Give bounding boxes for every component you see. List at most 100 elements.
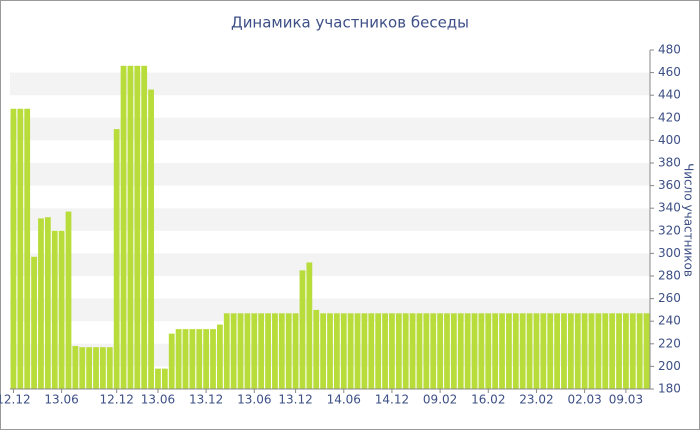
grid-band xyxy=(10,117,650,141)
bar xyxy=(533,313,540,389)
y-tick-label: 240 xyxy=(658,314,681,328)
bar xyxy=(51,230,58,389)
bar xyxy=(643,313,650,389)
bar xyxy=(623,313,629,389)
bar xyxy=(72,346,79,389)
y-tick-label: 460 xyxy=(658,65,681,79)
x-tick-label: 13.06 xyxy=(44,393,78,407)
bar xyxy=(499,313,505,389)
bar xyxy=(526,313,533,389)
bar xyxy=(148,89,154,390)
bar xyxy=(306,262,313,389)
bar xyxy=(471,313,478,389)
bar xyxy=(237,313,244,389)
x-tick-label: 13.06 xyxy=(141,393,175,407)
bar xyxy=(409,313,416,389)
bar xyxy=(574,313,581,389)
y-tick-label: 220 xyxy=(658,336,681,350)
x-tick-label: 23.02 xyxy=(519,393,553,407)
bar xyxy=(86,347,93,389)
bar xyxy=(382,313,388,389)
bar xyxy=(478,313,485,389)
bar xyxy=(375,313,382,389)
bar xyxy=(203,329,210,389)
bar xyxy=(278,313,285,389)
grid-band xyxy=(10,253,650,276)
bar xyxy=(395,313,402,389)
y-tick-label: 400 xyxy=(658,133,681,147)
x-tick-label: 13.12 xyxy=(278,393,312,407)
bar xyxy=(423,313,430,389)
bar xyxy=(402,313,409,389)
bar xyxy=(430,313,437,389)
bar xyxy=(175,329,182,389)
x-tick-label: 16.02 xyxy=(471,393,505,407)
bar xyxy=(251,313,258,389)
y-tick-label: 180 xyxy=(658,382,681,396)
bar xyxy=(320,313,327,389)
bar xyxy=(519,313,526,389)
bar xyxy=(567,313,574,389)
bar xyxy=(588,313,595,389)
x-tick-label: 02.03 xyxy=(567,393,601,407)
bar xyxy=(547,313,554,389)
bar xyxy=(134,65,141,389)
y-tick-label: 360 xyxy=(658,178,681,192)
y-tick-label: 420 xyxy=(658,110,681,124)
y-tick-label: 200 xyxy=(658,359,681,373)
bar xyxy=(636,313,643,389)
x-tick-label: 14.12 xyxy=(375,393,409,407)
bar xyxy=(292,313,299,389)
y-tick-label: 300 xyxy=(658,246,681,260)
bar xyxy=(581,313,588,389)
bar xyxy=(217,324,223,389)
bar xyxy=(595,313,602,389)
x-tick-label: 13.12 xyxy=(189,393,223,407)
bar xyxy=(444,313,450,389)
bar xyxy=(333,313,340,389)
x-tick-label: 12.12 xyxy=(99,393,133,407)
bar xyxy=(17,108,24,389)
bar xyxy=(506,313,512,389)
bar xyxy=(141,65,148,389)
bar xyxy=(327,313,333,389)
bar xyxy=(347,313,354,389)
bar xyxy=(629,313,636,389)
y-tick-label: 340 xyxy=(658,201,681,215)
bar xyxy=(161,368,168,389)
x-tick-label: 12.12 xyxy=(0,393,31,407)
bar xyxy=(416,313,423,389)
bar xyxy=(182,329,189,389)
y-tick-label: 480 xyxy=(658,43,681,57)
x-tick-label: 09.03 xyxy=(609,393,643,407)
bar xyxy=(540,313,547,389)
bar xyxy=(354,313,361,389)
y-axis-label: Число участников xyxy=(682,163,696,277)
bar xyxy=(44,217,51,389)
bar xyxy=(561,313,567,389)
bar xyxy=(457,313,464,389)
bar xyxy=(299,270,306,389)
bar xyxy=(437,313,443,389)
bar xyxy=(65,211,72,389)
bar xyxy=(79,347,86,389)
bar xyxy=(38,218,44,389)
y-tick-label: 380 xyxy=(658,156,681,170)
bar xyxy=(113,129,120,389)
bar xyxy=(340,313,347,389)
grid-band xyxy=(10,72,650,96)
bar xyxy=(230,313,237,389)
bar xyxy=(554,313,560,389)
bar xyxy=(285,313,292,389)
bar xyxy=(450,313,457,389)
bar xyxy=(155,368,161,389)
y-tick-label: 320 xyxy=(658,223,681,237)
bar xyxy=(512,313,519,389)
bar xyxy=(106,347,113,389)
bar xyxy=(389,313,395,389)
x-tick-label: 13.06 xyxy=(237,393,271,407)
bar xyxy=(100,347,106,389)
bar xyxy=(168,333,175,389)
bar xyxy=(24,108,31,389)
